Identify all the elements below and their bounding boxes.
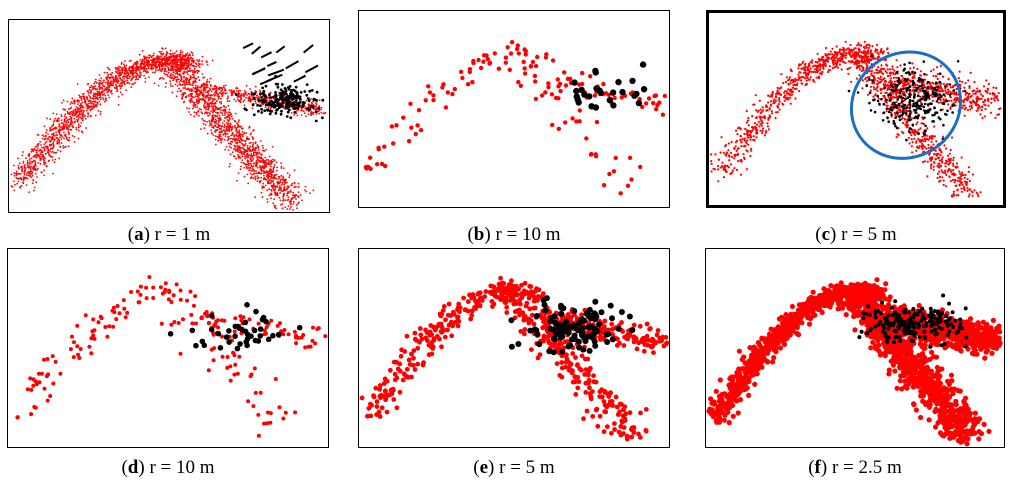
panel-e-point-cloud bbox=[358, 248, 670, 448]
panel-d-point-cloud bbox=[7, 248, 329, 448]
caption-a: (a) r = 1 m bbox=[127, 224, 211, 245]
p-f-scatter bbox=[706, 277, 1003, 447]
panel-c-point-cloud bbox=[706, 10, 1006, 208]
caption-d: (d) r = 10 m bbox=[121, 457, 215, 478]
p-c-scatter bbox=[710, 40, 1002, 198]
caption-e: (e) r = 5 m bbox=[473, 457, 555, 478]
highlight-ellipse bbox=[849, 50, 963, 160]
p-d-scatter bbox=[15, 275, 328, 438]
p-a-scatter bbox=[10, 42, 327, 211]
caption-c: (c) r = 5 m bbox=[815, 224, 897, 245]
caption-b: (b) r = 10 m bbox=[467, 224, 561, 245]
panel-f-point-cloud bbox=[705, 248, 1005, 448]
caption-f: (f) r = 2.5 m bbox=[808, 457, 902, 478]
p-b-scatter bbox=[363, 40, 667, 196]
panel-b-point-cloud bbox=[358, 10, 670, 208]
panel-a-point-cloud bbox=[8, 19, 330, 213]
p-e-scatter bbox=[359, 275, 669, 442]
